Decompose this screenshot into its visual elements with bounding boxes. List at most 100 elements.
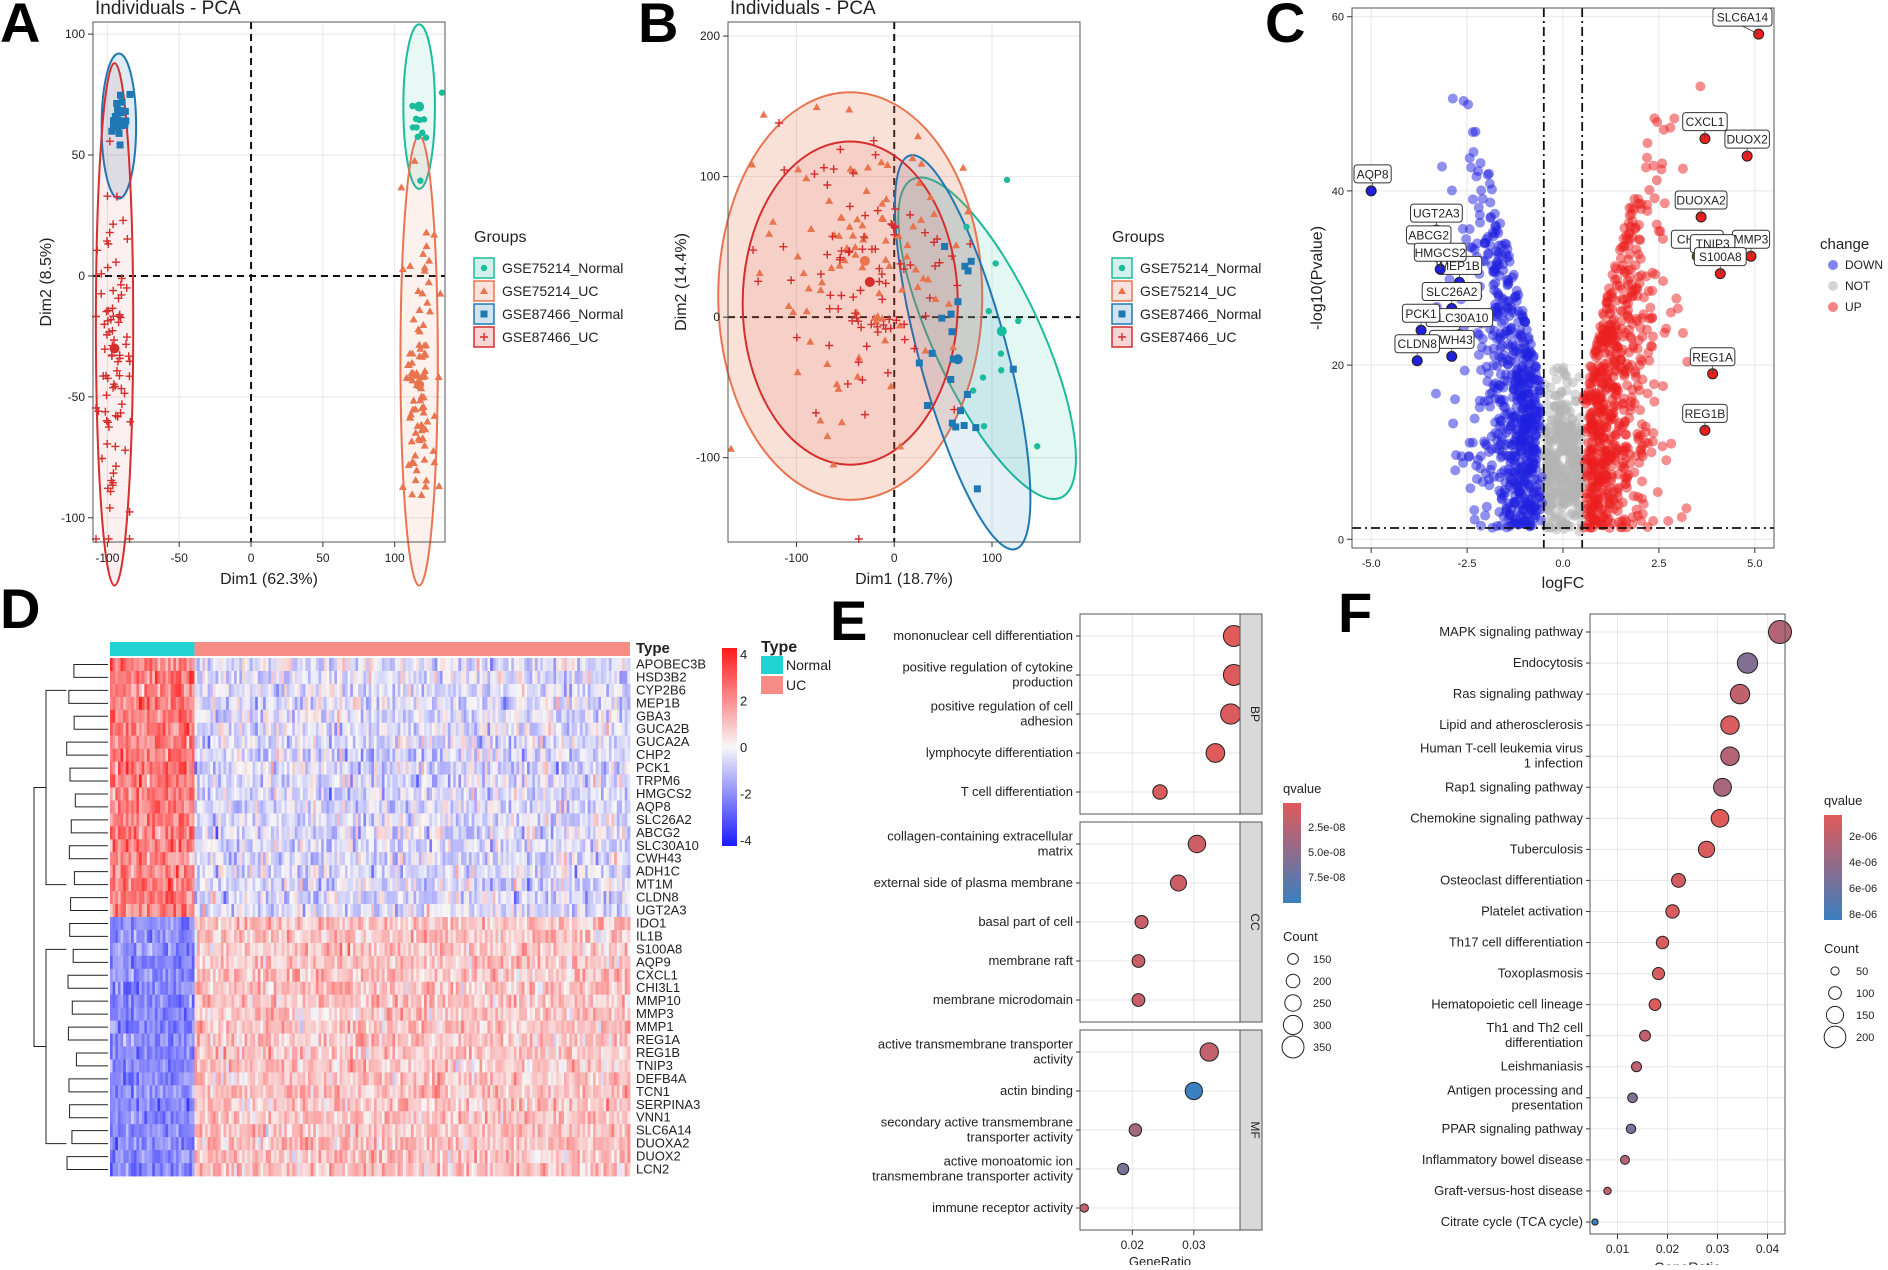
annotation-label: Type: [636, 640, 670, 657]
heatmap-cell: [231, 723, 234, 736]
heatmap-cell: [205, 749, 208, 762]
heatmap-cell: [216, 775, 219, 788]
heatmap-cell: [524, 749, 527, 762]
heatmap-cell: [543, 671, 546, 684]
heatmap-cell: [142, 697, 145, 710]
heatmap-cell: [131, 762, 134, 775]
heatmap-cell: [551, 658, 554, 671]
heatmap-cell: [142, 684, 145, 697]
heatmap-cell: [155, 736, 158, 749]
heatmap-cell: [535, 697, 538, 710]
heatmap-cell: [332, 684, 335, 697]
heatmap-cell: [535, 813, 538, 826]
heatmap-cell: [239, 800, 242, 813]
heatmap-cell: [218, 723, 221, 736]
heatmap-cell: [297, 658, 300, 671]
heatmap-cell: [371, 723, 374, 736]
heatmap-cell: [115, 749, 118, 762]
down-point: [1458, 224, 1468, 234]
heatmap-cell: [395, 671, 398, 684]
heatmap-cell: [619, 684, 622, 697]
heatmap-cell: [559, 671, 562, 684]
heatmap-cell: [567, 658, 570, 671]
heatmap-cell: [142, 671, 145, 684]
heatmap-cell: [379, 697, 382, 710]
heatmap-cell: [361, 710, 364, 723]
heatmap-cell: [598, 658, 601, 671]
heatmap-cell: [435, 775, 438, 788]
heatmap-cell: [511, 658, 514, 671]
heatmap-cell: [134, 749, 137, 762]
heatmap-cell: [598, 762, 601, 775]
data-point: [924, 402, 931, 409]
heatmap-cell: [572, 800, 575, 813]
heatmap-cell: [374, 762, 377, 775]
heatmap-cell: [369, 749, 372, 762]
heatmap-cell: [208, 762, 211, 775]
heatmap-cell: [612, 788, 615, 801]
heatmap-cell: [435, 710, 438, 723]
down-point: [1492, 288, 1502, 298]
heatmap-cell: [387, 813, 390, 826]
heatmap-cell: [604, 710, 607, 723]
heatmap-cell: [321, 671, 324, 684]
heatmap-cell: [152, 800, 155, 813]
heatmap-cell: [501, 775, 504, 788]
heatmap-cell: [559, 788, 562, 801]
heatmap-cell: [612, 813, 615, 826]
heatmap-cell: [218, 697, 221, 710]
heatmap-cell: [213, 762, 216, 775]
heatmap-cell: [305, 697, 308, 710]
heatmap-cell: [392, 710, 395, 723]
heatmap-cell: [390, 736, 393, 749]
heatmap-cell: [385, 723, 388, 736]
heatmap-cell: [123, 788, 126, 801]
heatmap-cell: [485, 736, 488, 749]
heatmap-cell: [551, 723, 554, 736]
heatmap-cell: [274, 826, 277, 839]
heatmap-cell: [509, 775, 512, 788]
heatmap-cell: [503, 762, 506, 775]
heatmap-cell: [224, 826, 227, 839]
heatmap-cell: [337, 658, 340, 671]
heatmap-cell: [572, 697, 575, 710]
heatmap-cell: [319, 710, 322, 723]
heatmap-cell: [411, 736, 414, 749]
heatmap-cell: [239, 723, 242, 736]
heatmap-cell: [239, 762, 242, 775]
heatmap-cell: [582, 736, 585, 749]
data-point: [981, 423, 987, 429]
down-point: [1489, 344, 1499, 354]
heatmap-cell: [221, 671, 224, 684]
heatmap-cell: [408, 788, 411, 801]
up-point: [1658, 276, 1668, 286]
heatmap-cell: [253, 775, 256, 788]
heatmap-cell: [548, 658, 551, 671]
heatmap-cell: [371, 775, 374, 788]
heatmap-cell: [617, 736, 620, 749]
type-annotation-uc: [194, 642, 630, 656]
data-point: [1015, 318, 1021, 324]
heatmap-cell: [158, 788, 161, 801]
heatmap-cell: [519, 736, 522, 749]
heatmap-cell: [231, 684, 234, 697]
heatmap-cell: [598, 813, 601, 826]
heatmap-cell: [158, 697, 161, 710]
heatmap-cell: [179, 684, 182, 697]
heatmap-cell: [619, 736, 622, 749]
heatmap-cell: [118, 697, 121, 710]
heatmap-cell: [451, 723, 454, 736]
heatmap-cell: [179, 813, 182, 826]
heatmap-cell: [490, 723, 493, 736]
heatmap-cell: [604, 658, 607, 671]
heatmap-cell: [258, 723, 261, 736]
heatmap-cell: [224, 813, 227, 826]
heatmap-cell: [556, 658, 559, 671]
heatmap-cell: [627, 800, 630, 813]
heatmap-cell: [453, 749, 456, 762]
heatmap-cell: [377, 723, 380, 736]
heatmap-cell: [115, 710, 118, 723]
heatmap-cell: [435, 723, 438, 736]
heatmap-cell: [414, 775, 417, 788]
down-point: [1500, 402, 1510, 412]
